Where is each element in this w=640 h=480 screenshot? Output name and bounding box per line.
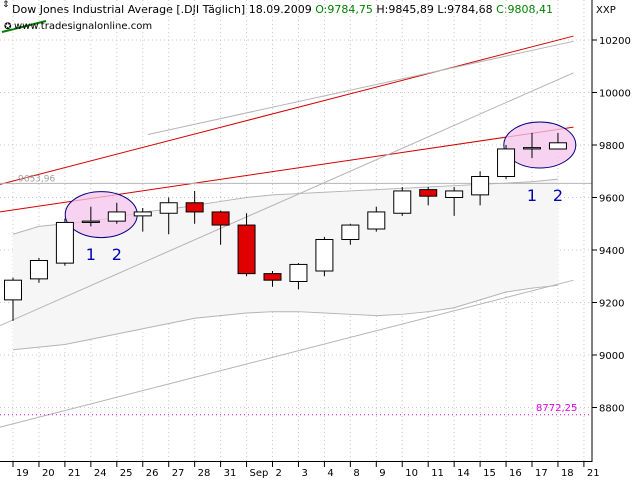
candle-body (133, 211, 152, 217)
y-tick-label: 9000 (599, 351, 624, 362)
symbol-label: XXP (596, 5, 616, 16)
candle-body (445, 190, 464, 198)
x-tick-label: 24 (94, 468, 107, 479)
ellipse-numbers: 1 21 2 (86, 186, 563, 264)
candle-body (185, 202, 204, 213)
x-tick-label: 18 (561, 468, 574, 479)
x-tick-label: 21 (68, 468, 81, 479)
x-tick-label: 17 (535, 468, 548, 479)
title-text: Dow Jones Industrial Average [.DJI Tägli… (12, 3, 312, 16)
highlight-ellipse-1 (64, 191, 138, 239)
candle-body (548, 142, 567, 150)
y-tick-label: 9400 (599, 246, 624, 257)
ohlc-value-1: H:9845,89 (373, 3, 434, 16)
candle-body (159, 202, 178, 214)
x-tick-label: 26 (146, 468, 159, 479)
low-marker-label: 8772,25 (536, 403, 577, 414)
candle-body (367, 211, 386, 230)
ellipse-number: 1 (86, 245, 96, 264)
envelope-fill (13, 179, 558, 350)
x-tick-label: 3 (301, 468, 307, 479)
candle-body (497, 148, 516, 177)
candle-body (289, 263, 308, 282)
x-tick-label: 11 (431, 468, 444, 479)
x-tick-label: 21 (587, 468, 600, 479)
candle-body (4, 279, 22, 301)
x-axis: 19 20 21 24 25 26 27 28 31 Sep 2 3 4 8 9 10 11 14 15 16 17 18… (12, 462, 600, 479)
trendline-upper-red-channel (0, 35, 574, 185)
ohlc-value-0: O:9784,75 (312, 3, 373, 16)
x-tick-label: 4 (327, 468, 333, 479)
candle-body (29, 260, 48, 280)
candle-body (237, 224, 256, 275)
candle-body (263, 273, 282, 281)
x-tick-label: 20 (42, 468, 55, 479)
y-tick-label: 8800 (599, 404, 624, 415)
ellipse-number: 1 (527, 186, 537, 205)
brand-swoosh-icon (1, 20, 47, 33)
reference-level: 9653,96 (0, 174, 592, 184)
x-tick-label: 2 (276, 468, 282, 479)
trendline-gray-mid (0, 72, 574, 327)
x-tick-label: 14 (457, 468, 470, 479)
x-tick-label: 28 (198, 468, 211, 479)
grid (0, 0, 592, 461)
candle-body (341, 224, 360, 240)
x-tick-label: 31 (224, 468, 237, 479)
trendline-gray-lower (0, 279, 574, 428)
x-tick-label: 27 (172, 468, 185, 479)
candle-body (315, 239, 334, 272)
ellipse-number: 2 (553, 186, 563, 205)
ohlc-value-3: C:9808,41 (493, 3, 553, 16)
y-axis: 8800 9000 9200 9400 9600 9800 10000 10200 (592, 36, 631, 415)
x-tick-label: 9 (379, 468, 385, 479)
chart-header: ⇕ Dow Jones Industrial Average [.DJI Täg… (1, 0, 616, 33)
candle-body (393, 190, 412, 214)
candle-body (211, 211, 230, 226)
x-tick-label: 10 (405, 468, 418, 479)
reference-level-label: 9653,96 (18, 174, 55, 184)
low-marker: 8772,25 (0, 403, 592, 416)
x-tick-label: Sep (250, 468, 269, 479)
ohlc-value-2: L:9784,68 (434, 3, 493, 16)
candles (4, 132, 567, 321)
x-tick-label: 15 (483, 468, 496, 479)
candle-body (419, 189, 438, 197)
y-tick-label: 9600 (599, 194, 624, 205)
candle-body (55, 221, 74, 264)
x-tick-label: 19 (16, 468, 29, 479)
x-tick-label: 25 (120, 468, 133, 479)
envelope-lower-line (12, 284, 559, 351)
y-tick-label: 10200 (599, 36, 631, 47)
y-tick-label: 9200 (599, 299, 624, 310)
chart-title: Dow Jones Industrial Average [.DJI Tägli… (12, 3, 553, 16)
trendline-gray-upper-1 (147, 40, 574, 135)
x-tick-label: 16 (509, 468, 522, 479)
x-tick-label: 8 (353, 468, 359, 479)
candle-body (107, 211, 126, 222)
candle-body (471, 176, 490, 196)
ellipse-number: 2 (112, 245, 122, 264)
candle-body (81, 220, 100, 223)
collapse-icon[interactable]: ⇕ (2, 0, 10, 10)
y-tick-label: 10000 (599, 89, 631, 100)
y-tick-label: 9800 (599, 141, 624, 152)
website-icon: ✪ (4, 22, 12, 32)
candle-body (523, 147, 541, 150)
website-url[interactable]: www.tradesignalonline.com (14, 21, 152, 32)
